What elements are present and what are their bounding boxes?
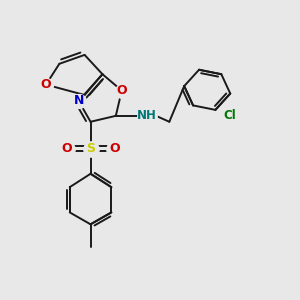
Text: S: S	[86, 142, 95, 155]
Text: O: O	[116, 84, 127, 97]
Text: O: O	[41, 78, 51, 91]
Text: Cl: Cl	[224, 109, 237, 122]
Text: O: O	[109, 142, 120, 155]
Text: N: N	[74, 94, 84, 107]
Text: NH: NH	[137, 109, 157, 122]
Text: O: O	[61, 142, 72, 155]
